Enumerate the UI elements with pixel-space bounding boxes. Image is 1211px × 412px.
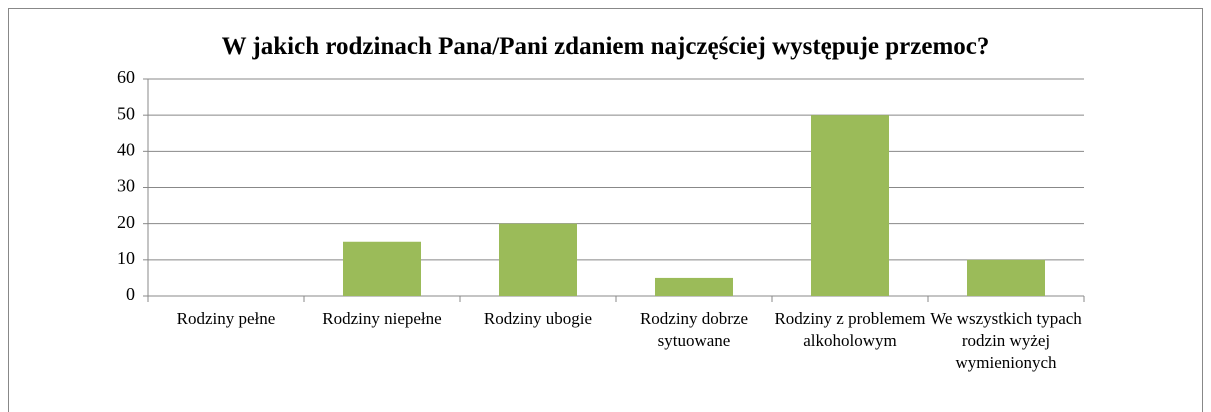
x-tick-label: Rodziny z problemem alkoholowym: [774, 309, 926, 350]
chart-title: W jakich rodzinach Pana/Pani zdaniem naj…: [221, 33, 990, 60]
y-tick-label: 10: [117, 248, 135, 268]
x-tick-label: Rodziny niepełne: [322, 309, 442, 328]
bar: [811, 115, 889, 297]
y-tick-label: 40: [117, 139, 135, 159]
y-tick-label: 30: [117, 176, 135, 196]
x-tick-label: Rodziny dobrze sytuowane: [639, 309, 749, 350]
bar: [343, 241, 421, 296]
x-tick-label: We wszystkich typach rodzin wyżej wymien…: [930, 309, 1082, 372]
bar: [655, 277, 733, 296]
y-tick-label: 0: [126, 284, 135, 304]
x-tick-label: Rodziny pełne: [176, 309, 276, 328]
y-tick-label: 60: [117, 67, 135, 87]
y-tick-label: 50: [117, 103, 135, 123]
bar: [499, 223, 577, 296]
chart-border: [8, 8, 1203, 412]
bar: [967, 259, 1045, 296]
x-tick-label: Rodziny ubogie: [483, 309, 593, 328]
y-tick-label: 20: [117, 212, 135, 232]
